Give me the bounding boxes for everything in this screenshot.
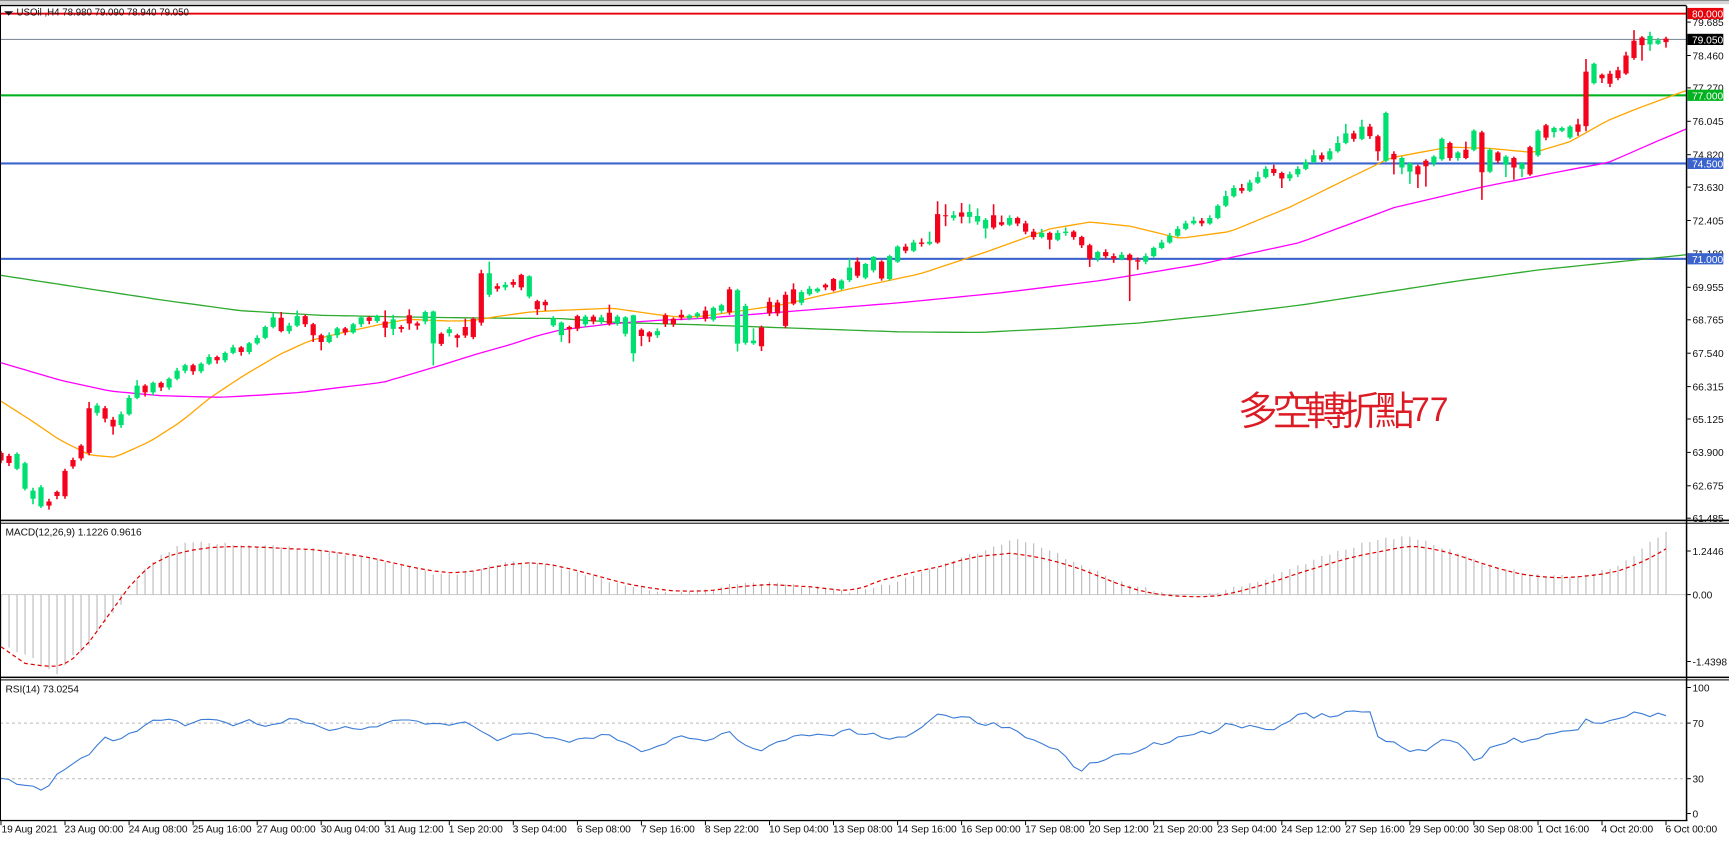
svg-text:23 Aug 00:00: 23 Aug 00:00 (65, 825, 124, 836)
svg-text:3 Sep 04:00: 3 Sep 04:00 (513, 825, 567, 836)
svg-text:79.685: 79.685 (1693, 18, 1724, 29)
svg-text:77: 77 (1411, 391, 1449, 429)
svg-text:63.900: 63.900 (1693, 448, 1724, 459)
svg-text:62.675: 62.675 (1693, 482, 1724, 493)
svg-text:77.270: 77.270 (1693, 84, 1724, 95)
svg-text:100: 100 (1693, 683, 1710, 694)
svg-text:0: 0 (1693, 809, 1699, 820)
svg-text:72.405: 72.405 (1693, 216, 1724, 227)
svg-text:21 Sep 20:00: 21 Sep 20:00 (1153, 825, 1213, 836)
svg-text:68.765: 68.765 (1693, 316, 1724, 327)
svg-text:16 Sep 00:00: 16 Sep 00:00 (961, 825, 1021, 836)
svg-text:8 Sep 22:00: 8 Sep 22:00 (705, 825, 759, 836)
svg-text:67.540: 67.540 (1693, 349, 1724, 360)
svg-text:10 Sep 04:00: 10 Sep 04:00 (769, 825, 829, 836)
svg-text:17 Sep 08:00: 17 Sep 08:00 (1025, 825, 1085, 836)
svg-text:27 Sep 16:00: 27 Sep 16:00 (1345, 825, 1405, 836)
svg-text:0.00: 0.00 (1693, 590, 1713, 601)
svg-text:69.955: 69.955 (1693, 283, 1724, 294)
svg-text:1.2446: 1.2446 (1693, 547, 1724, 558)
svg-text:20 Sep 12:00: 20 Sep 12:00 (1089, 825, 1149, 836)
svg-text:30 Aug 04:00: 30 Aug 04:00 (321, 825, 380, 836)
svg-text:76.045: 76.045 (1693, 117, 1724, 128)
svg-text:79.050: 79.050 (1692, 35, 1723, 46)
svg-text:73.630: 73.630 (1693, 183, 1724, 194)
svg-text:65.125: 65.125 (1693, 415, 1724, 426)
svg-text:61.485: 61.485 (1693, 514, 1724, 525)
svg-text:1 Oct 16:00: 1 Oct 16:00 (1538, 825, 1590, 836)
svg-text:24 Aug 08:00: 24 Aug 08:00 (129, 825, 188, 836)
svg-text:80.000: 80.000 (1692, 10, 1723, 21)
svg-text:27 Aug 00:00: 27 Aug 00:00 (257, 825, 316, 836)
svg-text:1 Sep 20:00: 1 Sep 20:00 (449, 825, 503, 836)
svg-text:MACD(12,26,9) 1.1226 0.9616: MACD(12,26,9) 1.1226 0.9616 (6, 528, 142, 539)
svg-text:71.000: 71.000 (1692, 255, 1723, 266)
svg-text:74.500: 74.500 (1692, 159, 1723, 170)
svg-text:4 Oct 20:00: 4 Oct 20:00 (1602, 825, 1654, 836)
svg-text:24 Sep 12:00: 24 Sep 12:00 (1281, 825, 1341, 836)
svg-text:25 Aug 16:00: 25 Aug 16:00 (193, 825, 252, 836)
svg-text:RSI(14) 73.0254: RSI(14) 73.0254 (6, 685, 80, 696)
svg-text:13 Sep 08:00: 13 Sep 08:00 (833, 825, 893, 836)
svg-text:14 Sep 16:00: 14 Sep 16:00 (897, 825, 957, 836)
svg-text:31 Aug 12:00: 31 Aug 12:00 (385, 825, 444, 836)
svg-text:77.000: 77.000 (1692, 91, 1723, 102)
svg-text:74.820: 74.820 (1693, 151, 1724, 162)
svg-text:66.315: 66.315 (1693, 382, 1724, 393)
svg-text:70: 70 (1693, 719, 1705, 730)
svg-text:-1.4398: -1.4398 (1693, 657, 1728, 668)
svg-text:19 Aug 2021: 19 Aug 2021 (2, 825, 59, 836)
svg-text:USOil ,H4 78.980 79.090 78.94: USOil ,H4 78.980 79.090 78.940 79.050 (17, 7, 190, 18)
svg-text:23 Sep 04:00: 23 Sep 04:00 (1217, 825, 1277, 836)
svg-text:6 Sep 08:00: 6 Sep 08:00 (577, 825, 631, 836)
svg-text:6 Oct 00:00: 6 Oct 00:00 (1666, 825, 1718, 836)
svg-text:30: 30 (1693, 775, 1705, 786)
svg-text:29 Sep 00:00: 29 Sep 00:00 (1409, 825, 1469, 836)
svg-text:7 Sep 16:00: 7 Sep 16:00 (641, 825, 695, 836)
svg-text:78.460: 78.460 (1693, 51, 1724, 62)
svg-text:30 Sep 08:00: 30 Sep 08:00 (1473, 825, 1533, 836)
